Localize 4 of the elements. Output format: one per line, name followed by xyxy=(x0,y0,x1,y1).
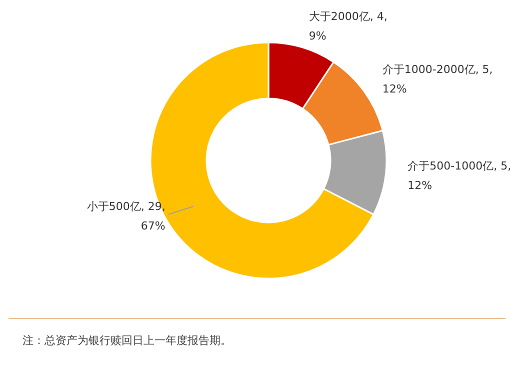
slice-label: 介于1000-2000亿, 5, 12% xyxy=(382,62,493,96)
slice-label: 大于2000亿, 4, 9% xyxy=(308,10,388,43)
slice-label: 介于500-1000亿, 5, 12% xyxy=(408,160,512,192)
text: 注：总资产为银行赎回日上一年度报告期。 xyxy=(22,334,232,347)
